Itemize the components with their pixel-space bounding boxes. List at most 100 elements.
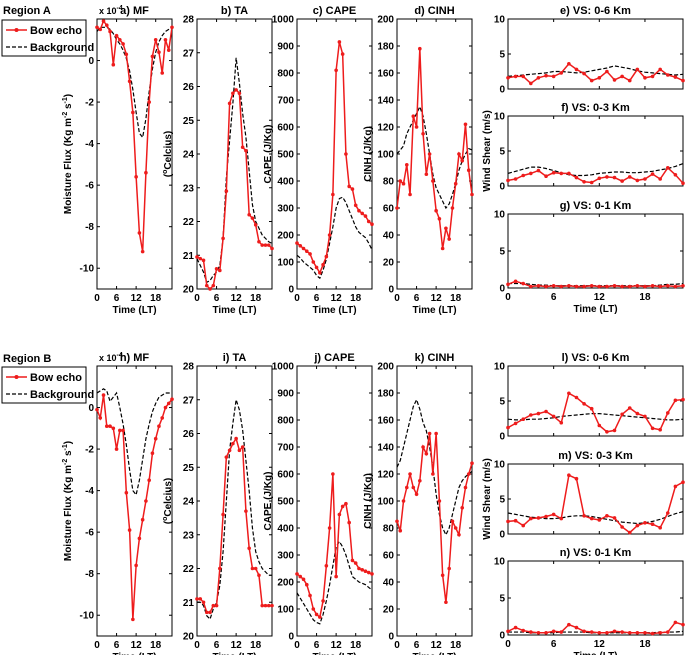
y-tick-label: 200 [277, 578, 294, 589]
bow-echo-point [195, 255, 199, 259]
bow-echo-point [118, 37, 122, 42]
bow-echo-point [208, 287, 212, 291]
bow-echo-point [121, 42, 125, 46]
bow-echo-point [431, 472, 435, 476]
bow-echo-point [101, 393, 106, 397]
bow-echo-point [665, 166, 670, 170]
bow-echo-point [237, 448, 242, 453]
y-tick-label: 5 [499, 397, 505, 408]
y-tick-label: 20 [383, 605, 395, 616]
bow-echo-point [544, 73, 548, 78]
bow-echo-point [521, 281, 526, 286]
bow-echo-point [665, 511, 670, 515]
legend-background-label: Background [30, 389, 94, 401]
series-line-background [508, 65, 683, 77]
bow-echo-point [673, 75, 678, 79]
bow-echo-point [450, 206, 455, 210]
y-axis-label: Moisture Flux (Kg m-2 s-1) [62, 94, 74, 214]
bow-echo-point [250, 216, 255, 220]
bow-echo-point [253, 566, 258, 571]
bow-echo-point [658, 427, 662, 432]
x-tick-label: 12 [594, 292, 606, 303]
bow-echo-point [605, 69, 609, 74]
bow-echo-point [108, 424, 112, 429]
y-tick-label: 100 [277, 605, 294, 616]
bow-echo-point [551, 512, 556, 517]
bow-echo-point [440, 573, 445, 578]
bow-echo-point [198, 256, 203, 261]
x-tick-label: 18 [350, 640, 362, 651]
bow-echo-point [650, 522, 655, 526]
bow-echo-point [318, 615, 322, 619]
x-axis-label: Time (LT) [573, 651, 617, 655]
y-tick-label: 400 [277, 524, 294, 535]
bow-echo-point [567, 283, 571, 288]
bow-echo-point [513, 518, 518, 523]
y-tick-label: -8 [85, 222, 94, 233]
x-axis-label: Time (LT) [312, 652, 356, 655]
bow-echo-point [201, 258, 206, 263]
bow-echo-point [627, 284, 632, 289]
bow-echo-point [457, 152, 461, 156]
bow-echo-point [231, 91, 235, 96]
bow-echo-point [612, 175, 617, 180]
axes-frame [507, 213, 684, 289]
bow-echo-point [513, 74, 518, 79]
bow-echo-point [257, 239, 261, 244]
y-axis-label: CINH (J/Kg) [363, 126, 374, 182]
bow-echo-point [395, 519, 399, 524]
bow-echo-point [318, 271, 322, 275]
bow-echo-point [567, 62, 571, 66]
y-tick-label: 10 [494, 557, 506, 568]
y-tick-label: 200 [277, 231, 294, 242]
bow-echo-point [357, 566, 361, 571]
y-tick-label: 23 [183, 183, 195, 194]
bow-echo-point [463, 122, 468, 127]
bow-echo-point [324, 564, 329, 568]
bow-echo-point [567, 473, 571, 478]
bow-echo-point [334, 574, 338, 579]
bow-echo-point [337, 40, 342, 44]
bow-echo-point [418, 46, 422, 51]
x-tick-label: 18 [150, 293, 162, 304]
bow-echo-point [308, 593, 312, 598]
bow-echo-point [298, 574, 303, 579]
series-line-bow-echo [397, 48, 472, 249]
bow-echo-point [163, 37, 168, 42]
bow-echo-point [370, 222, 374, 226]
bow-echo-point [673, 284, 678, 289]
bow-echo-point [395, 206, 399, 210]
bow-echo-point [627, 530, 632, 535]
bow-echo-point [308, 252, 312, 256]
bow-echo-point [324, 254, 329, 259]
y-axis-label: Moisture Flux (Kg m-2 s-1) [62, 441, 74, 561]
y-tick-label: 700 [277, 96, 294, 107]
y-tick-label: 800 [277, 416, 294, 427]
x-tick-label: 12 [431, 293, 443, 304]
bow-echo-point [544, 630, 548, 635]
bow-echo-point [350, 187, 355, 191]
bow-echo-point [650, 426, 655, 431]
bow-echo-point [612, 78, 617, 82]
bow-echo-point [104, 424, 109, 429]
bow-echo-point [350, 558, 355, 563]
legend-bow-label: Bow echo [30, 25, 82, 37]
x-tick-label: 18 [450, 293, 462, 304]
bow-echo-point [295, 572, 299, 576]
x-tick-label: 18 [639, 292, 651, 303]
y-tick-label: 10 [494, 362, 506, 373]
panel-title: g) VS: 0-1 Km [560, 200, 632, 212]
x-tick-label: 12 [431, 640, 443, 651]
y-tick-label: 0 [499, 284, 505, 295]
bow-echo-point [121, 428, 125, 433]
y-tick-label: 80 [383, 524, 395, 535]
y-tick-label: 160 [377, 416, 394, 427]
y-axis-label: Wind Shear (m/s) [482, 458, 493, 540]
bow-echo-point [597, 176, 602, 181]
bow-echo-point [681, 181, 685, 185]
series-line-bow-echo [297, 41, 372, 275]
bow-echo-point [250, 566, 255, 571]
panel-n: n) VS: 0-1 Km 0 5 10 0 6 12 18 Time (LT) [494, 547, 685, 655]
bow-echo-point [353, 203, 358, 208]
